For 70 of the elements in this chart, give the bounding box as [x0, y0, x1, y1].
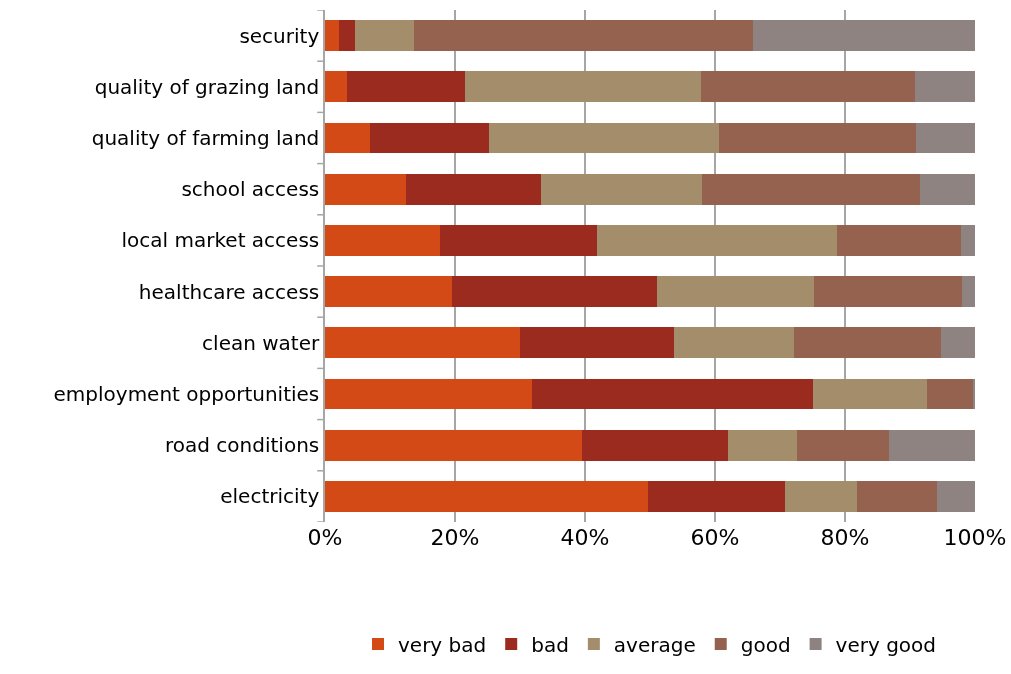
bar — [347, 71, 465, 103]
bar — [785, 481, 857, 512]
x-tick-label: 40% — [560, 525, 610, 550]
bar — [836, 225, 961, 256]
bar — [700, 71, 916, 103]
y-tick-label: employment opportunities — [53, 382, 320, 406]
bar — [440, 225, 597, 256]
bar — [520, 327, 675, 359]
x-tick-label: 0% — [307, 525, 343, 550]
bar — [915, 71, 975, 103]
legend-label: very good — [835, 632, 937, 657]
bar — [354, 20, 415, 51]
x-tick-label: 80% — [820, 525, 870, 550]
bar — [369, 122, 489, 154]
legend-label: bad — [531, 632, 569, 657]
bar — [702, 173, 920, 205]
bar — [325, 122, 370, 154]
bar — [325, 327, 520, 359]
bar — [325, 378, 532, 410]
bar — [926, 378, 974, 410]
bar — [728, 429, 797, 461]
bar — [325, 173, 407, 205]
bar — [856, 481, 938, 512]
y-tick-label: electricity — [220, 484, 320, 509]
y-tick-label: healthcare access — [138, 279, 320, 304]
legend-label: average — [613, 632, 696, 657]
x-tick-label: 20% — [430, 525, 480, 550]
bar — [325, 429, 583, 461]
bar — [752, 20, 975, 51]
bar — [793, 327, 942, 359]
bar — [919, 173, 975, 205]
bar — [325, 481, 649, 512]
bar — [325, 20, 340, 51]
bar — [962, 276, 975, 307]
bar — [325, 71, 348, 103]
bar — [796, 429, 889, 461]
bar — [915, 122, 975, 154]
bar — [325, 276, 452, 307]
y-tick-label: road conditions — [165, 433, 320, 458]
bar — [325, 225, 441, 256]
bar — [464, 71, 701, 103]
bar — [888, 429, 975, 461]
bar — [414, 20, 753, 51]
bar — [596, 225, 837, 256]
bar — [540, 173, 702, 205]
bar — [937, 481, 975, 512]
y-tick-label: quality of grazing land — [94, 74, 320, 99]
bar — [451, 276, 657, 307]
y-tick-label: clean water — [202, 330, 321, 355]
bar — [960, 225, 975, 256]
y-tick-label: local market access — [121, 228, 320, 253]
bar — [656, 276, 815, 307]
bar — [531, 378, 813, 410]
legend-label: good — [740, 632, 791, 657]
bar — [339, 20, 355, 51]
bar — [941, 327, 975, 359]
bar — [674, 327, 794, 359]
bar — [582, 429, 728, 461]
bar — [406, 173, 541, 205]
bar — [812, 378, 927, 410]
y-tick-label: quality of farming land — [91, 126, 320, 150]
y-tick-label: security — [239, 23, 320, 48]
bar — [718, 122, 916, 154]
bar — [488, 122, 719, 154]
legend-label: very bad — [398, 632, 487, 657]
x-tick-label: 100% — [943, 525, 1007, 550]
y-tick-label: school access — [181, 177, 320, 202]
x-tick-label: 60% — [690, 525, 740, 550]
bar — [814, 276, 962, 307]
bar — [648, 481, 786, 512]
